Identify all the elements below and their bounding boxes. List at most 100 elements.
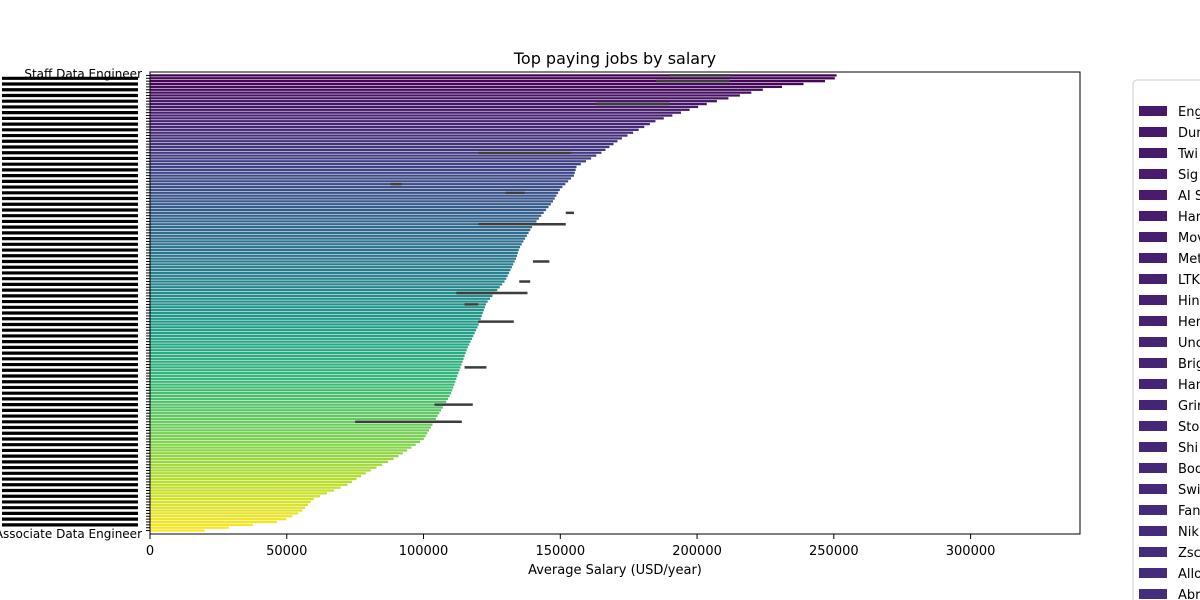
legend-swatch bbox=[1139, 526, 1167, 536]
bar bbox=[150, 412, 440, 415]
legend-label: Zsc bbox=[1178, 546, 1200, 561]
chart-title: Top paying jobs by salary bbox=[513, 49, 716, 68]
legend-swatch bbox=[1139, 106, 1167, 116]
y-label-first: Staff Data Engineer bbox=[24, 67, 142, 81]
bar bbox=[150, 509, 303, 512]
legend-label: LTK bbox=[1178, 273, 1200, 288]
bar bbox=[150, 334, 474, 338]
bar bbox=[150, 434, 426, 438]
bars-layer bbox=[150, 74, 837, 532]
bar bbox=[150, 409, 442, 412]
x-tick-label: 50000 bbox=[266, 544, 307, 559]
bar bbox=[150, 125, 645, 129]
bar bbox=[150, 369, 460, 372]
bar bbox=[150, 102, 707, 106]
bar bbox=[150, 191, 559, 194]
bar bbox=[150, 74, 837, 77]
bar bbox=[150, 346, 468, 349]
legend-swatch bbox=[1139, 295, 1167, 305]
error-bars-layer bbox=[355, 74, 730, 424]
bar bbox=[150, 366, 461, 369]
legend-label: Abr bbox=[1178, 588, 1200, 600]
bar bbox=[150, 394, 450, 398]
bar bbox=[150, 260, 515, 263]
bar bbox=[150, 526, 229, 529]
bar bbox=[150, 268, 511, 272]
bar bbox=[150, 463, 383, 466]
bar bbox=[150, 517, 287, 521]
bar bbox=[150, 223, 535, 226]
bar bbox=[150, 188, 560, 192]
bar bbox=[150, 489, 334, 492]
bar bbox=[150, 377, 457, 380]
bar bbox=[150, 354, 465, 358]
x-axis-label: Average Salary (USD/year) bbox=[528, 563, 702, 578]
bar bbox=[150, 300, 488, 303]
legend-swatch bbox=[1139, 589, 1167, 599]
bar bbox=[150, 326, 478, 329]
bar bbox=[150, 483, 348, 486]
bar bbox=[150, 452, 403, 455]
legend-swatch bbox=[1139, 505, 1167, 515]
legend-swatch bbox=[1139, 148, 1167, 158]
bar bbox=[150, 94, 740, 97]
bar bbox=[150, 360, 463, 363]
bar bbox=[150, 160, 586, 163]
bar bbox=[150, 128, 639, 131]
bar bbox=[150, 529, 205, 532]
bar bbox=[150, 400, 447, 403]
legend-label: Nik bbox=[1178, 525, 1199, 540]
bar bbox=[150, 389, 453, 392]
bar bbox=[150, 208, 547, 212]
bar bbox=[150, 200, 553, 203]
bar bbox=[150, 477, 357, 481]
bar bbox=[150, 414, 438, 418]
bar bbox=[150, 168, 576, 172]
legend-swatch bbox=[1139, 253, 1167, 263]
bar bbox=[150, 329, 477, 332]
legend-swatch bbox=[1139, 400, 1167, 410]
x-tick-label: 0 bbox=[146, 544, 154, 559]
legend-swatch bbox=[1139, 463, 1167, 473]
bar bbox=[150, 340, 471, 343]
bar bbox=[150, 503, 309, 506]
bar bbox=[150, 228, 531, 232]
bar bbox=[150, 254, 518, 257]
bar bbox=[150, 185, 563, 189]
bar bbox=[150, 311, 483, 315]
bar bbox=[150, 515, 293, 518]
bar bbox=[150, 309, 484, 312]
bar bbox=[150, 120, 656, 123]
bar bbox=[150, 131, 634, 134]
legend-swatch bbox=[1139, 274, 1167, 284]
bar bbox=[150, 455, 399, 458]
bar bbox=[150, 317, 481, 320]
bar bbox=[150, 417, 436, 421]
bar bbox=[150, 226, 533, 229]
bar bbox=[150, 77, 835, 80]
bar bbox=[150, 257, 516, 260]
legend-swatch bbox=[1139, 127, 1167, 137]
y-axis-ticks bbox=[146, 74, 150, 532]
bar bbox=[150, 117, 664, 120]
bar bbox=[150, 194, 557, 197]
bar bbox=[150, 237, 526, 240]
bar bbox=[150, 286, 500, 289]
bar bbox=[150, 283, 503, 286]
legend-label: Swi bbox=[1178, 483, 1200, 498]
bar bbox=[150, 357, 464, 360]
y-label-last: Associate Data Engineer bbox=[0, 527, 142, 541]
bar bbox=[150, 492, 327, 495]
bar bbox=[150, 217, 539, 220]
bar bbox=[150, 263, 514, 266]
bar bbox=[150, 248, 519, 252]
bar bbox=[150, 449, 408, 452]
bar bbox=[150, 205, 549, 209]
legend-label: Allo bbox=[1178, 567, 1200, 582]
bar bbox=[150, 151, 602, 154]
bar bbox=[150, 214, 542, 217]
bar bbox=[150, 426, 431, 429]
bar bbox=[150, 220, 537, 223]
bar bbox=[150, 145, 610, 149]
